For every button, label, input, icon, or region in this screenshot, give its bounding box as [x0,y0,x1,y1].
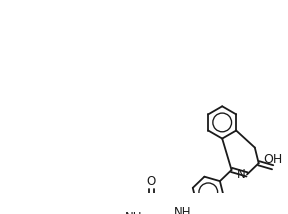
Text: NH: NH [125,211,142,214]
Text: NH: NH [174,206,191,214]
Text: OH: OH [263,153,282,166]
Text: N: N [237,168,245,180]
Text: O: O [147,175,156,188]
